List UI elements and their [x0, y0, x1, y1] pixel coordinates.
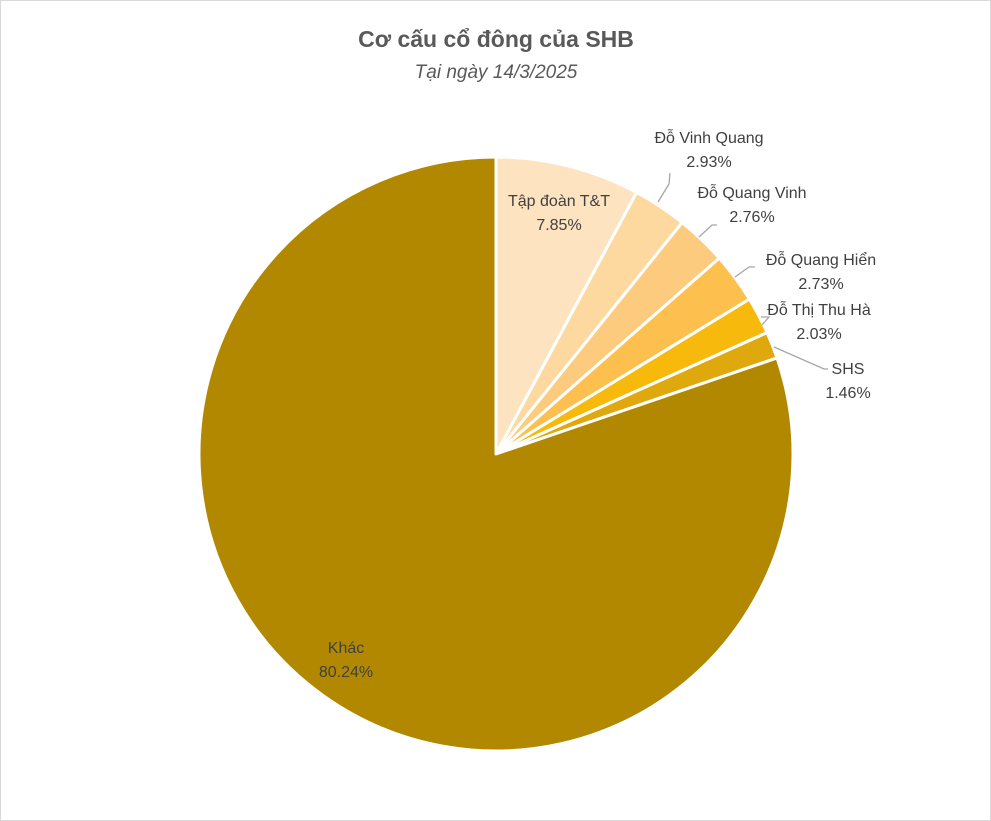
data-label-value: 2.76% — [729, 209, 774, 226]
data-label-category: Đỗ Vinh Quang — [654, 128, 763, 147]
data-label-category: Đỗ Quang Vinh — [697, 183, 806, 202]
data-label-do-quang-hien: Đỗ Quang Hiển 2.73% — [766, 250, 876, 293]
data-label-do-thi-thu-ha: Đỗ Thị Thu Hà 2.03% — [767, 300, 871, 343]
pie-slices — [197, 155, 795, 753]
pie-slice-tap-doan-t-t — [494, 155, 639, 456]
leader-line-do-quang-vinh — [698, 224, 717, 238]
data-label-category: Khác — [328, 640, 364, 657]
leader-line-do-thi-thu-ha — [761, 316, 771, 326]
data-label-shs: SHS 1.46% — [825, 361, 870, 402]
data-label-value: 1.46% — [825, 385, 870, 402]
data-label-do-vinh-quang: Đỗ Vinh Quang 2.93% — [654, 128, 763, 171]
data-label-category: Tập đoàn T&T — [508, 193, 610, 210]
data-label-value: 80.24% — [319, 664, 373, 681]
data-label-khac: Khác 80.24% — [319, 640, 373, 681]
data-label-value: 2.03% — [796, 326, 841, 343]
pie-slice-khac — [197, 155, 795, 753]
data-labels: Tập đoàn T&T 7.85% Đỗ Vinh Quang 2.93% Đỗ Qu… — [319, 128, 876, 681]
chart-title: Cơ cấu cổ đông của SHB — [358, 26, 634, 52]
leader-line-do-quang-hien — [734, 266, 755, 278]
leader-line-do-vinh-quang — [657, 172, 671, 203]
data-label-value: 7.85% — [536, 217, 581, 234]
data-label-category: Đỗ Thị Thu Hà — [767, 300, 871, 319]
leader-line-shs — [773, 346, 828, 370]
data-label-value: 2.93% — [686, 154, 731, 171]
chart-subtitle: Tại ngày 14/3/2025 — [415, 62, 578, 83]
data-label-category: Đỗ Quang Hiển — [766, 250, 876, 269]
data-label-tap-doan-t-t: Tập đoàn T&T 7.85% — [508, 193, 610, 234]
data-label-value: 2.73% — [798, 276, 843, 293]
leader-lines — [657, 172, 828, 370]
data-label-category: SHS — [832, 361, 865, 378]
data-label-do-quang-vinh: Đỗ Quang Vinh 2.76% — [697, 183, 806, 226]
